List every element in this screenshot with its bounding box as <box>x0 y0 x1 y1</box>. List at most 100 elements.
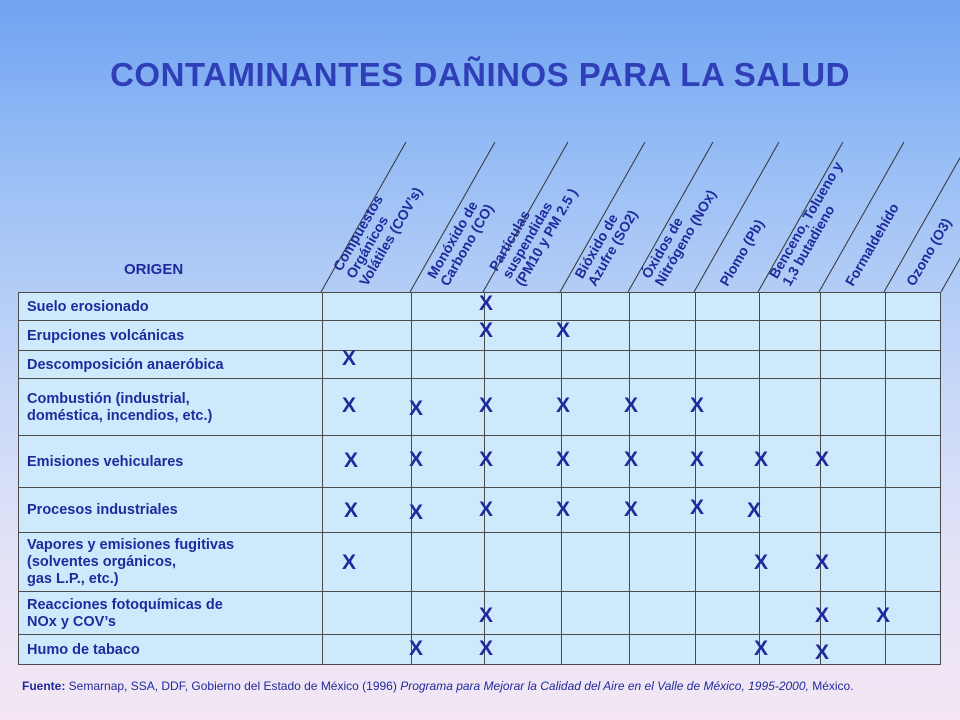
table-cell <box>820 293 886 320</box>
mark-x: X <box>815 551 830 574</box>
table-cell <box>411 436 485 487</box>
header-divider <box>627 141 714 292</box>
table-cell <box>759 635 821 664</box>
table-cell <box>322 379 412 435</box>
table-cell <box>695 351 760 378</box>
table-cell <box>561 379 630 435</box>
table-cell <box>322 436 412 487</box>
mark-x: X <box>556 498 571 521</box>
row-label: Erupciones volcánicas <box>27 328 184 345</box>
column-header-line: Plomo (Pb) <box>716 217 767 289</box>
mark-x: X <box>815 604 830 627</box>
table-cell <box>629 592 696 634</box>
table-cell <box>759 436 821 487</box>
mark-x: X <box>479 394 494 417</box>
table-cell <box>629 533 696 591</box>
table-cell <box>484 592 562 634</box>
mark-x: X <box>624 394 639 417</box>
table-cell <box>484 321 562 350</box>
table-cell <box>629 321 696 350</box>
source-suffix: México. <box>808 679 854 693</box>
table-cell <box>322 488 412 532</box>
table-cell <box>759 379 821 435</box>
table-cell <box>561 321 630 350</box>
mark-x: X <box>409 501 424 524</box>
mark-x: X <box>815 641 830 664</box>
mark-x: X <box>409 637 424 660</box>
table-cell <box>885 533 943 591</box>
row-label-line: Procesos industriales <box>27 502 178 518</box>
table-row: Humo de tabaco <box>18 634 941 665</box>
table-cell <box>820 635 886 664</box>
row-label: Suelo erosionado <box>27 299 149 316</box>
table-cell <box>759 351 821 378</box>
pollutant-table: Suelo erosionado Erupciones volcánicas Des… <box>18 292 943 665</box>
mark-x: X <box>342 347 357 370</box>
table-cell <box>629 351 696 378</box>
table-cell <box>820 321 886 350</box>
table-cell <box>629 488 696 532</box>
row-label-line: Reacciones fotoquímicas de <box>27 596 223 613</box>
table-cell <box>759 321 821 350</box>
table-cell <box>322 635 412 664</box>
table-cell <box>629 635 696 664</box>
table-cell <box>411 635 485 664</box>
table-cell <box>695 436 760 487</box>
row-label: Vapores y emisiones fugitivas (solventes … <box>27 537 234 588</box>
table-cell <box>322 592 412 634</box>
mark-x: X <box>556 394 571 417</box>
table-cell <box>820 488 886 532</box>
table-cell <box>759 533 821 591</box>
mark-x: X <box>690 448 705 471</box>
source-text: Semarnap, SSA, DDF, Gobierno del Estado … <box>65 679 401 693</box>
mark-x: X <box>747 499 762 522</box>
column-header: Plomo (Pb) <box>716 217 767 289</box>
row-label: Combustión (industrial, doméstica, incend… <box>27 391 212 425</box>
mark-x: X <box>754 637 769 660</box>
table-row: Combustión (industrial, doméstica, incend… <box>18 378 941 436</box>
table-cell <box>561 635 630 664</box>
table-cell <box>411 592 485 634</box>
source-prefix: Fuente: <box>22 679 66 693</box>
table-cell <box>411 321 485 350</box>
header-divider <box>482 141 569 292</box>
table-cell <box>629 293 696 320</box>
table-cell <box>561 293 630 320</box>
header-divider <box>559 141 646 292</box>
table-cell <box>484 351 562 378</box>
table-cell <box>759 488 821 532</box>
mark-x: X <box>409 448 424 471</box>
table-cell <box>695 293 760 320</box>
mark-x: X <box>344 449 359 472</box>
row-label-line: Humo de tabaco <box>27 641 140 658</box>
table-cell <box>820 436 886 487</box>
table-cell <box>561 533 630 591</box>
row-label-line: NOx y COV’s <box>27 613 116 630</box>
mark-x: X <box>479 448 494 471</box>
mark-x: X <box>624 498 639 521</box>
mark-x: X <box>754 448 769 471</box>
header-divider <box>818 141 905 292</box>
column-header-line: Formaldehído <box>842 200 902 288</box>
column-header: Benceno, Tolueno y1,3 butadieno <box>766 159 846 289</box>
column-header: Formaldehído <box>842 200 902 288</box>
table-cell <box>484 533 562 591</box>
table-row: Descomposición anaeróbica <box>18 350 941 379</box>
origin-header: ORIGEN <box>124 261 184 278</box>
table-row: Vapores y emisiones fugitivas (solventes … <box>18 532 941 592</box>
table-cell <box>759 293 821 320</box>
table-cell <box>695 635 760 664</box>
table-cell <box>820 592 886 634</box>
table-cell <box>695 379 760 435</box>
header-divider <box>940 257 960 292</box>
mark-x: X <box>690 496 705 519</box>
table-cell <box>759 592 821 634</box>
header-divider <box>693 141 780 292</box>
table-cell <box>561 436 630 487</box>
mark-x: X <box>409 397 424 420</box>
